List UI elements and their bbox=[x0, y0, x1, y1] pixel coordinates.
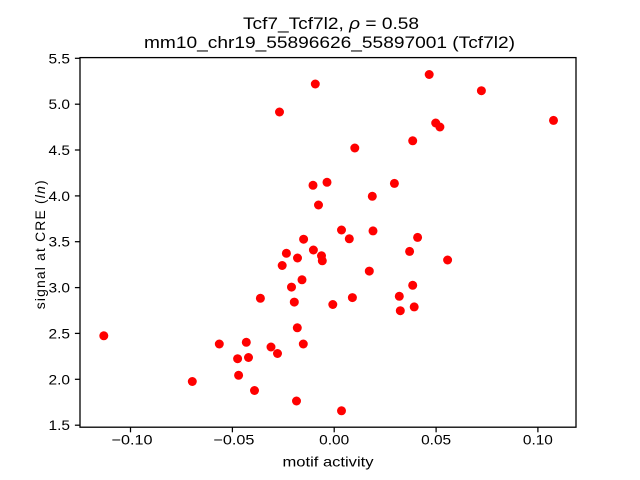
svg-text:5.5: 5.5 bbox=[49, 50, 71, 66]
svg-text:signal at CRE (ln): signal at CRE (ln) bbox=[32, 179, 48, 309]
svg-text:mm10_chr19_55896626_55897001 (: mm10_chr19_55896626_55897001 (Tcf7l2) bbox=[144, 33, 515, 52]
svg-text:0.10: 0.10 bbox=[523, 432, 553, 448]
svg-text:3.0: 3.0 bbox=[49, 280, 71, 296]
svg-text:5.0: 5.0 bbox=[49, 96, 71, 112]
svg-text:4.5: 4.5 bbox=[49, 142, 71, 158]
svg-text:0.00: 0.00 bbox=[319, 432, 349, 448]
svg-text:Tcf7_Tcf7l2, ρ = 0.58: Tcf7_Tcf7l2, ρ = 0.58 bbox=[243, 14, 419, 33]
svg-text:2.0: 2.0 bbox=[49, 371, 71, 387]
svg-text:0.05: 0.05 bbox=[421, 432, 451, 448]
svg-text:−0.10: −0.10 bbox=[112, 432, 153, 448]
svg-text:motif activity: motif activity bbox=[283, 454, 374, 470]
svg-text:2.5: 2.5 bbox=[49, 325, 71, 341]
svg-text:4.0: 4.0 bbox=[49, 188, 71, 204]
svg-text:−0.05: −0.05 bbox=[213, 432, 254, 448]
svg-text:3.5: 3.5 bbox=[49, 234, 71, 250]
svg-text:1.5: 1.5 bbox=[49, 417, 71, 433]
